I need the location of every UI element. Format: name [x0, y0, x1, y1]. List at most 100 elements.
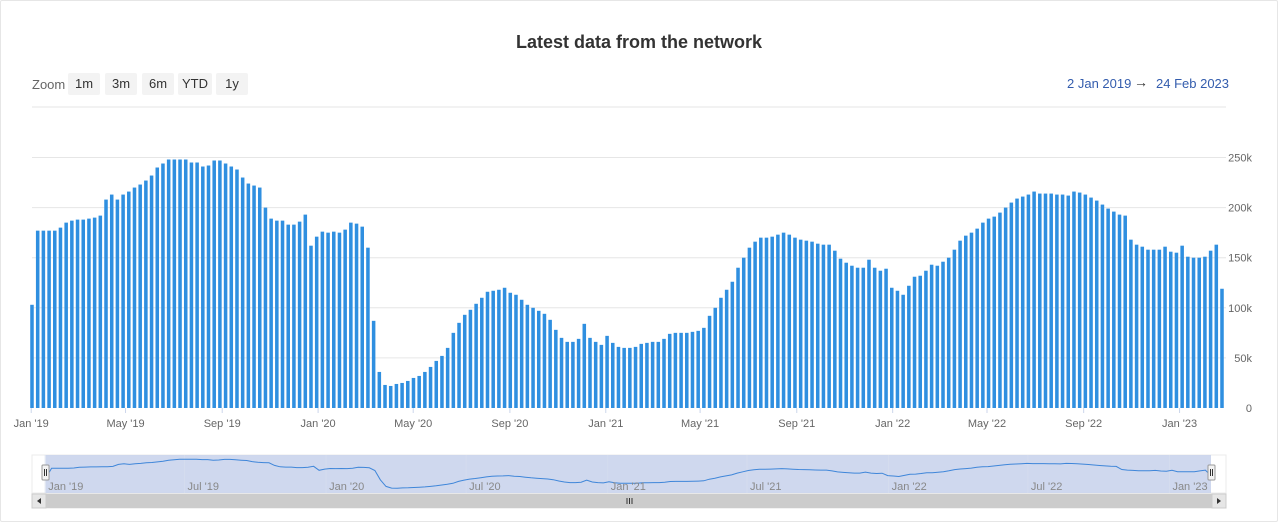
bar[interactable]: [850, 265, 854, 408]
bar[interactable]: [981, 222, 985, 408]
bar[interactable]: [189, 162, 194, 408]
bar[interactable]: [770, 236, 774, 408]
bar[interactable]: [1151, 249, 1156, 408]
bar[interactable]: [736, 267, 740, 408]
bar[interactable]: [827, 244, 831, 408]
bar[interactable]: [121, 194, 125, 408]
bar[interactable]: [127, 191, 131, 408]
bar[interactable]: [554, 329, 558, 408]
bar[interactable]: [183, 159, 188, 409]
bar[interactable]: [753, 241, 757, 408]
bar[interactable]: [650, 341, 655, 408]
bar[interactable]: [1157, 249, 1162, 408]
bar[interactable]: [109, 194, 114, 408]
bar[interactable]: [764, 237, 769, 408]
bar[interactable]: [696, 330, 700, 408]
bar[interactable]: [1009, 202, 1014, 408]
bar[interactable]: [508, 292, 513, 408]
bar[interactable]: [1026, 194, 1031, 408]
bar[interactable]: [1060, 194, 1065, 408]
bar[interactable]: [1220, 288, 1224, 408]
bar[interactable]: [423, 371, 427, 408]
bar[interactable]: [890, 287, 894, 408]
bar[interactable]: [559, 337, 564, 408]
bar[interactable]: [656, 341, 661, 408]
bar[interactable]: [343, 229, 347, 408]
bar[interactable]: [815, 243, 820, 408]
bar[interactable]: [924, 270, 928, 408]
bar[interactable]: [918, 275, 922, 408]
bar[interactable]: [75, 219, 80, 408]
bar[interactable]: [406, 380, 410, 408]
bar[interactable]: [1020, 196, 1025, 408]
bar[interactable]: [1146, 249, 1150, 408]
bar[interactable]: [161, 163, 165, 408]
bar[interactable]: [633, 346, 638, 408]
bar[interactable]: [1100, 204, 1105, 408]
bar[interactable]: [833, 250, 837, 408]
bar[interactable]: [838, 258, 843, 408]
bar[interactable]: [480, 297, 484, 408]
bar[interactable]: [223, 163, 228, 408]
bar[interactable]: [53, 230, 57, 408]
bar[interactable]: [115, 199, 120, 408]
bar[interactable]: [1191, 257, 1196, 408]
bar[interactable]: [519, 299, 524, 408]
bar[interactable]: [104, 199, 108, 408]
zoom-ytd-button[interactable]: YTD: [178, 73, 212, 95]
bar[interactable]: [599, 344, 604, 408]
bar[interactable]: [98, 215, 103, 408]
bar[interactable]: [417, 375, 421, 408]
bar[interactable]: [1174, 252, 1179, 408]
bar[interactable]: [1123, 215, 1127, 408]
bar[interactable]: [394, 383, 399, 408]
bar[interactable]: [1049, 193, 1053, 408]
bar[interactable]: [457, 322, 461, 408]
bar[interactable]: [713, 307, 718, 408]
bar[interactable]: [747, 247, 752, 408]
bar[interactable]: [206, 165, 211, 408]
bar[interactable]: [252, 185, 256, 408]
bar[interactable]: [576, 338, 581, 408]
bar[interactable]: [776, 234, 780, 408]
bar[interactable]: [531, 307, 535, 408]
bar[interactable]: [172, 159, 177, 409]
bar[interactable]: [309, 245, 313, 408]
bar[interactable]: [428, 366, 433, 408]
bar[interactable]: [759, 237, 763, 408]
bar[interactable]: [337, 232, 342, 408]
bar[interactable]: [872, 267, 877, 408]
bar[interactable]: [1089, 197, 1093, 408]
bar[interactable]: [536, 310, 541, 408]
bar[interactable]: [895, 290, 900, 408]
navigator-selected-range[interactable]: [46, 455, 1211, 493]
bar[interactable]: [257, 187, 262, 408]
bar[interactable]: [1208, 250, 1213, 408]
bar[interactable]: [901, 294, 905, 408]
bar[interactable]: [884, 268, 888, 408]
bar[interactable]: [935, 265, 940, 408]
bar[interactable]: [1112, 211, 1116, 408]
bar[interactable]: [155, 167, 160, 408]
bar[interactable]: [269, 218, 273, 408]
bar[interactable]: [218, 160, 222, 408]
bar[interactable]: [1203, 256, 1207, 408]
bar[interactable]: [804, 240, 809, 408]
bar[interactable]: [263, 207, 268, 408]
bar[interactable]: [388, 385, 393, 408]
bar[interactable]: [144, 180, 148, 408]
bar[interactable]: [47, 230, 51, 408]
bar[interactable]: [1214, 244, 1219, 408]
bar[interactable]: [30, 304, 34, 408]
bar[interactable]: [929, 264, 934, 408]
bar[interactable]: [998, 212, 1002, 408]
bar[interactable]: [497, 289, 501, 408]
bar[interactable]: [354, 223, 359, 408]
bar[interactable]: [35, 230, 40, 408]
bar[interactable]: [297, 221, 302, 408]
zoom-6m-button[interactable]: 6m: [142, 73, 174, 95]
bar[interactable]: [41, 230, 46, 408]
bar[interactable]: [605, 335, 609, 408]
bar[interactable]: [468, 309, 473, 408]
bar[interactable]: [878, 270, 883, 408]
